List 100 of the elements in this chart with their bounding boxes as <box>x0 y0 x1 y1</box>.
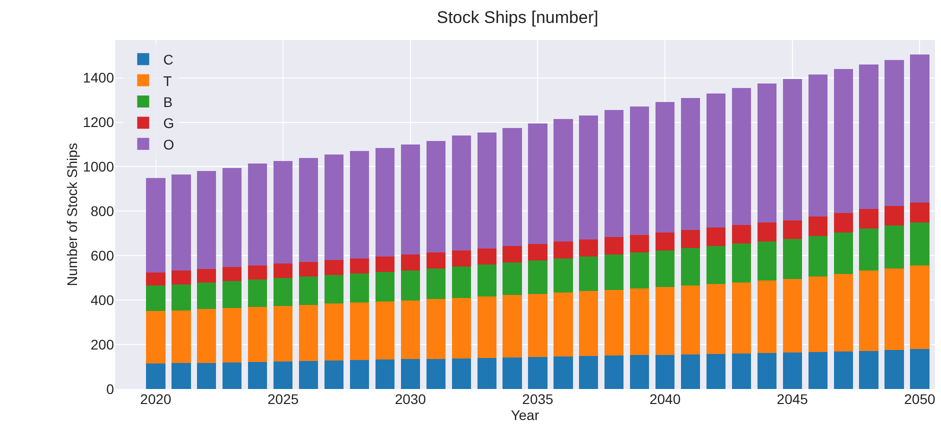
bar <box>502 357 522 389</box>
bar <box>502 295 522 358</box>
bar <box>834 274 853 352</box>
bar <box>782 78 802 220</box>
bar <box>884 226 904 268</box>
bar <box>172 174 191 271</box>
bar <box>554 242 573 259</box>
bar <box>859 64 878 210</box>
bar <box>477 248 496 265</box>
bar <box>732 244 752 282</box>
chart-title: Stock Ships [number] <box>436 8 598 27</box>
bar <box>248 163 268 266</box>
bar <box>222 308 242 362</box>
bar <box>146 363 166 389</box>
bar <box>222 267 242 282</box>
bar <box>528 294 548 357</box>
bar <box>706 93 726 228</box>
y-tick-label: 0 <box>106 380 114 397</box>
bar <box>197 282 216 310</box>
bar <box>172 284 191 310</box>
bar <box>706 228 726 246</box>
bar <box>222 281 242 308</box>
bar <box>808 216 828 236</box>
bar <box>248 280 268 307</box>
bar <box>884 268 904 350</box>
bar <box>197 362 216 389</box>
bar <box>706 284 726 354</box>
bar <box>146 272 166 286</box>
bar <box>884 206 904 226</box>
bar <box>732 282 752 354</box>
bar <box>706 354 726 389</box>
bar <box>350 151 370 258</box>
bar <box>146 178 166 272</box>
bar <box>400 300 420 360</box>
bar <box>757 222 776 242</box>
bar <box>782 352 802 389</box>
bar <box>834 213 853 233</box>
x-tick-label: 2020 <box>140 391 172 407</box>
bar <box>528 123 548 244</box>
bar <box>298 158 318 262</box>
bar <box>859 209 878 229</box>
bar <box>834 352 853 389</box>
x-tick-label: 2035 <box>522 391 554 407</box>
bar <box>274 264 293 278</box>
bar <box>630 234 650 253</box>
bar <box>248 362 268 389</box>
bar <box>400 254 420 270</box>
bar <box>298 304 318 361</box>
bar <box>502 128 522 246</box>
bar <box>630 106 650 235</box>
y-tick-label: 200 <box>90 336 114 352</box>
bar <box>502 246 522 263</box>
bar <box>910 202 930 222</box>
bar <box>528 260 548 294</box>
bar <box>172 310 191 364</box>
bar <box>324 274 344 304</box>
bar <box>732 353 752 389</box>
bar <box>579 239 598 257</box>
bar <box>834 68 853 214</box>
bar <box>808 352 828 389</box>
bar <box>579 256 598 292</box>
bar <box>375 256 394 272</box>
bar <box>197 309 216 363</box>
y-tick-label: 1400 <box>82 70 114 86</box>
bar <box>222 362 242 389</box>
x-axis-title: Year <box>510 407 540 423</box>
y-tick-label: 1200 <box>82 114 114 130</box>
bar <box>350 302 370 360</box>
x-tick-label: 2050 <box>904 391 936 407</box>
bar <box>502 262 522 296</box>
bar <box>630 252 650 289</box>
bar <box>554 258 573 293</box>
bar <box>274 161 293 264</box>
bar <box>782 279 802 353</box>
bar <box>324 260 344 275</box>
bar <box>324 304 344 361</box>
bar <box>274 306 293 362</box>
bar <box>859 228 878 271</box>
legend-label: C <box>163 52 174 68</box>
bar <box>350 273 370 303</box>
bar <box>146 311 166 364</box>
bar <box>426 141 446 253</box>
bar <box>350 258 370 274</box>
bar <box>146 286 166 312</box>
bar <box>452 136 471 251</box>
bar <box>910 222 930 266</box>
bar <box>732 225 752 244</box>
bar <box>732 88 752 226</box>
bar <box>400 270 420 300</box>
bar <box>680 98 700 230</box>
bar <box>350 360 370 389</box>
bar <box>884 60 904 206</box>
bar <box>757 83 776 223</box>
bar <box>375 272 394 302</box>
bar <box>477 296 496 358</box>
y-axis-title: Number of Stock Ships <box>64 142 80 286</box>
x-tick-label: 2045 <box>776 391 808 407</box>
bar <box>656 286 675 355</box>
bar <box>274 278 293 306</box>
x-tick-label: 2030 <box>394 391 426 407</box>
